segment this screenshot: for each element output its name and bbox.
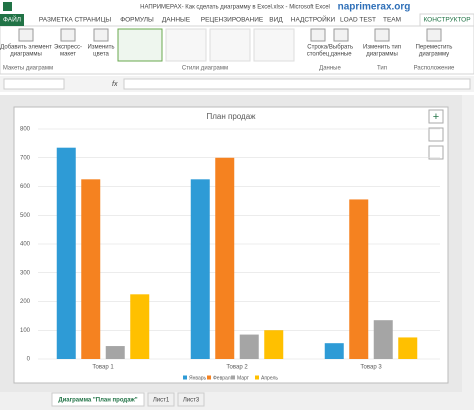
ribbon-tab[interactable]: РАЗМЕТКА СТРАНИЦЫ — [39, 17, 112, 24]
ribbon-group-label: Стили диаграмм — [182, 66, 228, 72]
y-tick-label: 200 — [20, 299, 31, 305]
window-title: НАПРИМЕРАХ- Как сделать диаграмму в Exce… — [140, 5, 330, 11]
ribbon-button-label[interactable]: Изменить — [87, 45, 114, 51]
ribbon-tab[interactable]: TEAM — [383, 17, 401, 24]
ribbon-button-label[interactable]: цвета — [93, 52, 109, 58]
file-tab-bg — [0, 14, 24, 26]
y-tick-label: 600 — [20, 184, 31, 190]
ribbon-button-label[interactable]: Переместить — [416, 45, 453, 51]
ribbon-tab[interactable]: ВИД — [269, 17, 283, 24]
style-thumb[interactable] — [117, 28, 163, 62]
bar — [349, 199, 369, 359]
legend-marker — [183, 375, 187, 380]
ribbon-button-label[interactable]: макет — [60, 52, 76, 58]
ribbon-group-label: Тип — [377, 66, 387, 72]
ribbon-tab[interactable]: НАДСТРОЙКИ — [291, 15, 336, 24]
brand: naprimerax.org — [338, 2, 411, 13]
ribbon-group-label: Данные — [319, 66, 341, 72]
chart-tools: + — [428, 109, 444, 160]
plus-icon: + — [433, 111, 439, 123]
excel-icon — [3, 2, 12, 11]
button-icon[interactable] — [374, 28, 390, 42]
ribbon-button-label[interactable]: Добавить элемент — [0, 45, 52, 51]
bar — [56, 147, 76, 359]
y-tick-label: 300 — [20, 270, 31, 276]
style-thumb[interactable] — [253, 28, 295, 62]
brand-box — [337, 0, 411, 13]
button-icon[interactable] — [333, 28, 349, 42]
y-tick-label: 100 — [20, 328, 31, 334]
bar — [398, 337, 418, 359]
chart-filter-button[interactable] — [428, 145, 444, 160]
sheet-tab[interactable]: Лист3 — [183, 398, 200, 404]
bar — [130, 294, 150, 359]
bar — [81, 179, 101, 359]
sheet-tab-bg[interactable] — [147, 392, 175, 407]
y-tick-label: 500 — [20, 213, 31, 219]
ribbon-button-label[interactable]: диаграммы — [366, 52, 398, 58]
bar — [190, 179, 210, 359]
bar — [215, 157, 235, 359]
y-tick-label: 400 — [20, 242, 31, 248]
sheet-tab-bg[interactable] — [51, 392, 145, 407]
scrollbar[interactable] — [462, 95, 474, 392]
legend-label: Апрель — [261, 375, 278, 381]
formula-input[interactable] — [123, 78, 471, 90]
ribbon-tab[interactable]: ДАННЫЕ — [162, 17, 191, 24]
sheet-tab[interactable]: Лист1 — [153, 398, 170, 404]
bar — [373, 320, 393, 359]
bar — [239, 334, 259, 359]
x-tick-label: Товар 1 — [92, 365, 114, 371]
ribbon-tab[interactable]: ФАЙЛ — [3, 15, 21, 24]
legend-marker — [255, 375, 259, 380]
ribbon-tab[interactable]: РЕЦЕНЗИРОВАНИЕ — [201, 17, 264, 24]
button-icon[interactable] — [60, 28, 76, 42]
chart-styles — [117, 28, 295, 62]
legend-label: Январь — [189, 375, 207, 381]
fx-label: fx — [112, 81, 118, 88]
legend-label: Март — [237, 375, 250, 381]
ribbon-button-label[interactable]: столбец — [307, 52, 330, 58]
x-tick-label: Товар 3 — [360, 365, 382, 371]
bar — [264, 330, 284, 359]
chart-styles-button[interactable] — [428, 127, 444, 142]
button-icon[interactable] — [93, 28, 109, 42]
bar — [105, 346, 125, 359]
button-icon[interactable] — [310, 28, 326, 42]
ribbon-button-label[interactable]: Строка/ — [307, 45, 329, 51]
ribbon-group-label: Расположение — [414, 66, 455, 72]
ribbon-button-label[interactable]: Изменить тип — [363, 45, 401, 51]
ribbon-button-label[interactable]: данные — [330, 52, 352, 58]
style-thumb[interactable] — [209, 28, 251, 62]
button-icon[interactable] — [18, 28, 34, 42]
ribbon-tab[interactable]: LOAD TEST — [340, 17, 376, 24]
legend-marker — [231, 375, 235, 380]
button-icon[interactable] — [426, 28, 442, 42]
sheet-tab-bg[interactable] — [177, 392, 205, 407]
ribbon-tab[interactable]: КОНСТРУКТОР — [423, 17, 470, 24]
y-tick-label: 800 — [20, 127, 31, 133]
chart-title: План продаж — [206, 112, 256, 121]
style-thumb[interactable] — [165, 28, 207, 62]
ribbon-button-label[interactable]: Выбрать — [329, 45, 353, 51]
active-tab-bg — [419, 13, 474, 27]
sheet-tab[interactable]: Диаграмма "План продаж" — [58, 398, 137, 404]
bar — [324, 343, 344, 359]
legend-marker — [207, 375, 211, 380]
ribbon-group-label: Макеты диаграмм — [3, 66, 53, 72]
legend-label: Февраль — [213, 375, 234, 381]
ribbon-button-label[interactable]: диаграммы — [10, 52, 42, 58]
y-tick-label: 700 — [20, 155, 31, 161]
x-tick-label: Товар 2 — [226, 365, 248, 371]
chart-elements-button[interactable] — [428, 109, 444, 124]
y-tick-label: 0 — [27, 357, 31, 363]
ribbon-button-label[interactable]: Экспресс- — [54, 45, 82, 51]
name-box[interactable] — [3, 78, 65, 90]
ribbon-tab[interactable]: ФОРМУЛЫ — [120, 17, 154, 24]
ribbon-button-label[interactable]: диаграмму — [419, 52, 449, 58]
